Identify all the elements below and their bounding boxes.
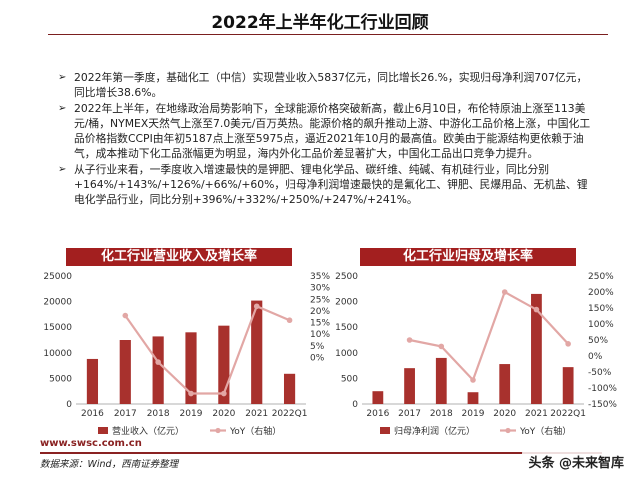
legend-bar-swatch <box>380 427 390 434</box>
yoy-point <box>221 390 227 397</box>
y-left-tick-label: 500 <box>341 374 358 384</box>
y-left-tick-label: 20000 <box>43 298 72 308</box>
y-right-tick-label: 50% <box>588 336 608 346</box>
bar <box>531 293 542 404</box>
yoy-line <box>124 304 291 395</box>
yoy-point <box>253 303 260 310</box>
bar <box>86 358 99 404</box>
bar <box>283 373 296 404</box>
legend-line-label: YoY（右轴） <box>229 425 281 436</box>
footer-url: www.swsc.com.cn <box>40 438 142 449</box>
title-divider <box>48 34 608 35</box>
y-right-tick-label: 0% <box>588 352 603 362</box>
x-tick-label: 2018 <box>430 409 453 419</box>
bullet-text: 2022年上半年，在地缘政治局势影响下，全球能源价格突破新高，截止6月10日，布… <box>74 102 591 160</box>
bar <box>404 368 415 404</box>
footer-divider <box>40 452 602 454</box>
yoy-point <box>286 317 293 324</box>
yoy-point <box>438 343 445 350</box>
y-right-tick-label: 25% <box>310 295 330 305</box>
x-tick-label: 2022Q1 <box>272 409 308 419</box>
yoy-point <box>565 341 571 347</box>
bar <box>467 392 479 404</box>
y-right-tick-label: 0% <box>310 353 325 363</box>
bullet-item: ➢ 2022年上半年，在地缘政治局势影响下，全球能源价格突破新高，截止6月10日… <box>58 101 598 161</box>
x-tick-label: 2022Q1 <box>550 409 586 419</box>
x-tick-label: 2020 <box>493 409 516 419</box>
x-tick-label: 2021 <box>245 409 268 419</box>
y-right-tick-label: -50% <box>588 368 612 378</box>
arrow-bullet-icon: ➢ <box>58 103 67 114</box>
bullet-list: ➢ 2022年第一季度，基础化工（中信）实现营业收入5837亿元，同比增长26.… <box>58 70 598 208</box>
y-right-tick-label: 30% <box>310 284 330 294</box>
profit-chart: 0 500 1000 1500 2000 2500 -150% -100% -50% 0% 50% 1… <box>335 272 617 436</box>
y-left-tick-label: 1000 <box>335 349 358 359</box>
x-tick-label: 2016 <box>81 409 104 419</box>
revenue-chart: 0 5000 10000 15000 20000 25000 0%5% 10%15% 20% 25… <box>43 272 330 436</box>
y-right-tick-label: -100% <box>588 384 617 394</box>
bar <box>218 325 230 404</box>
yoy-point <box>188 390 194 397</box>
yoy-point <box>470 377 476 383</box>
y-left-tick-label: 10000 <box>43 349 72 359</box>
bullet-item: ➢ 从子行业来看，一季度收入增速最快的是钾肥、锂电化学品、碳纤维、纯碱、有机硅行… <box>58 162 598 207</box>
chart-title-revenue: 化工行业营业收入及增长率 <box>66 248 292 266</box>
y-right-tick-label: 20% <box>310 307 330 317</box>
y-left-tick-label: 0 <box>66 400 72 410</box>
x-tick-label: 2016 <box>366 409 389 419</box>
y-right-tick-label: -150% <box>588 400 617 410</box>
x-tick-label: 2019 <box>462 409 485 419</box>
data-source-note: 数据来源：Wind，西南证券整理 <box>40 459 179 470</box>
x-tick-label: 2020 <box>212 409 235 419</box>
page-title: 2022年上半年化工行业回顾 <box>211 13 429 33</box>
bullet-item: ➢ 2022年第一季度，基础化工（中信）实现营业收入5837亿元，同比增长26.… <box>58 70 598 100</box>
y-right-tick-label: 35% <box>310 272 330 282</box>
legend-line-marker <box>215 427 221 434</box>
yoy-line <box>409 290 569 383</box>
bar <box>435 357 447 404</box>
y-left-tick-label: 15000 <box>43 323 72 333</box>
x-tick-label: 2017 <box>114 409 137 419</box>
bar <box>562 367 574 404</box>
y-right-tick-label: 15% <box>310 319 330 329</box>
yoy-point <box>533 306 540 313</box>
yoy-point <box>501 289 508 295</box>
yoy-point <box>155 359 161 365</box>
y-right-tick-label: 10% <box>310 330 330 340</box>
y-right-tick-label: 150% <box>588 304 614 314</box>
legend-line-marker <box>505 427 511 434</box>
legend-bar-label: 归母净利润（亿元） <box>394 425 475 436</box>
x-tick-label: 2018 <box>147 409 170 419</box>
bar <box>499 364 511 404</box>
arrow-bullet-icon: ➢ <box>58 72 67 83</box>
y-left-tick-label: 1500 <box>335 323 358 333</box>
y-right-tick-label: 100% <box>588 320 614 330</box>
y-left-tick-label: 25000 <box>43 272 72 282</box>
y-left-tick-label: 2500 <box>335 272 358 282</box>
bullet-text: 从子行业来看，一季度收入增速最快的是钾肥、锂电化学品、碳纤维、纯碱、有机硅行业，… <box>74 163 588 206</box>
watermark: 头条 @未来智库 <box>522 450 630 473</box>
bullet-text: 2022年第一季度，基础化工（中信）实现营业收入5837亿元，同比增长26.%，… <box>74 71 588 99</box>
legend-bar-swatch <box>98 427 108 434</box>
y-left-tick-label: 5000 <box>49 374 72 384</box>
bar <box>152 336 164 404</box>
y-left-tick-label: 0 <box>352 400 358 410</box>
bar <box>119 340 131 404</box>
y-right-tick-label: 200% <box>588 288 614 298</box>
arrow-bullet-icon: ➢ <box>58 164 67 175</box>
x-tick-label: 2021 <box>525 409 548 419</box>
y-right-tick-label: 250% <box>588 272 614 282</box>
yoy-point <box>406 337 413 343</box>
chart-title-profit: 化工行业归母及增长率 <box>360 248 576 266</box>
legend-bar-label: 营业收入（亿元） <box>112 425 184 436</box>
bar <box>251 300 263 404</box>
y-right-tick-label: 5% <box>310 342 325 352</box>
yoy-point <box>122 312 129 319</box>
y-left-tick-label: 2000 <box>335 298 358 308</box>
bar <box>372 391 384 404</box>
x-tick-label: 2019 <box>180 409 203 419</box>
bar <box>185 332 197 404</box>
legend-line-label: YoY（右轴） <box>519 425 571 436</box>
x-tick-label: 2017 <box>398 409 421 419</box>
